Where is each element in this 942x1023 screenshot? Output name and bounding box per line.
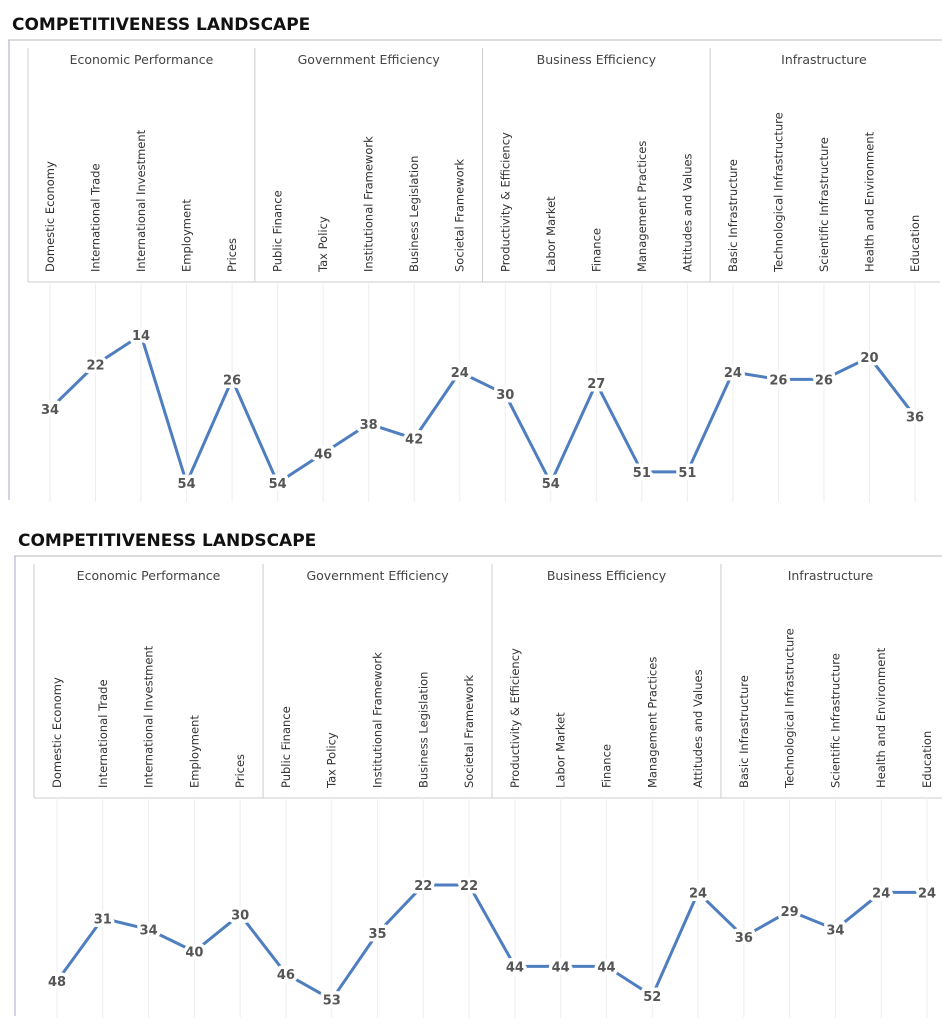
data-label: 30 — [496, 388, 514, 403]
category-label: Productivity & Efficiency — [508, 648, 522, 788]
data-label: 24 — [918, 886, 936, 901]
data-label: 30 — [231, 909, 249, 924]
category-label: Societal Framework — [453, 159, 467, 272]
data-label: 36 — [735, 931, 753, 946]
category-label: Tax Policy — [325, 732, 339, 789]
data-label: 24 — [689, 886, 707, 901]
category-label: Technological Infrastructure — [771, 112, 785, 273]
data-label: 51 — [678, 466, 696, 481]
group-label: Business Efficiency — [537, 52, 657, 67]
group-label: Business Efficiency — [547, 568, 667, 583]
group-label: Economic Performance — [77, 568, 221, 583]
data-label: 46 — [277, 968, 295, 983]
data-label: 26 — [223, 373, 241, 388]
category-label: Finance — [589, 228, 603, 272]
data-label: 38 — [360, 418, 378, 433]
category-label: International Investment — [142, 645, 156, 788]
category-label: Prices — [225, 238, 239, 272]
data-label: 22 — [414, 879, 432, 894]
category-label: Attitudes and Values — [691, 669, 705, 788]
category-label: Technological Infrastructure — [783, 628, 797, 789]
category-label: Business Legislation — [416, 672, 430, 788]
data-label: 44 — [552, 960, 570, 975]
category-label: Management Practices — [645, 657, 659, 788]
data-label: 22 — [86, 359, 104, 374]
data-label: 36 — [906, 410, 924, 425]
category-label: Employment — [180, 199, 194, 272]
series-line — [55, 883, 927, 1002]
category-label: Prices — [233, 754, 247, 788]
category-label: Business Legislation — [407, 156, 421, 272]
data-label: 54 — [542, 477, 560, 492]
data-label: 31 — [94, 912, 112, 927]
data-label: 52 — [643, 990, 661, 1005]
category-label: Basic Infrastructure — [737, 675, 751, 788]
data-label: 24 — [872, 886, 890, 901]
category-label: Productivity & Efficiency — [498, 132, 512, 272]
category-label: International Trade — [96, 679, 110, 788]
category-label: Public Finance — [271, 190, 285, 272]
data-label: 22 — [460, 879, 478, 894]
data-label: 42 — [405, 433, 423, 448]
data-label: 44 — [597, 960, 615, 975]
series-line — [48, 333, 917, 485]
data-label: 14 — [132, 329, 150, 344]
category-label: Employment — [187, 715, 201, 788]
category-label: Domestic Economy — [43, 161, 57, 272]
data-label: 40 — [185, 946, 203, 961]
category-label: Attitudes and Values — [680, 153, 694, 272]
data-label: 34 — [826, 923, 844, 938]
category-label: Societal Framework — [462, 675, 476, 788]
line-chart: COMPETITIVENESS LANDSCAPE Economic Perfor… — [14, 531, 942, 1018]
chart-title: COMPETITIVENESS LANDSCAPE — [18, 531, 316, 551]
data-label: 26 — [815, 373, 833, 388]
category-label: Health and Environment — [862, 131, 876, 272]
category-label: Labor Market — [544, 196, 558, 272]
data-label: 48 — [48, 975, 66, 990]
data-label: 44 — [506, 960, 524, 975]
group-label: Infrastructure — [788, 568, 874, 583]
category-label: Scientific Infrastructure — [828, 653, 842, 788]
data-label: 54 — [178, 477, 196, 492]
data-label: 54 — [269, 477, 287, 492]
category-label: Management Practices — [635, 141, 649, 272]
data-label: 35 — [368, 927, 386, 942]
category-label: Public Finance — [279, 706, 293, 788]
line-chart: COMPETITIVENESS LANDSCAPE Economic Perfor… — [8, 15, 942, 502]
data-label: 27 — [587, 377, 605, 392]
data-label: 34 — [140, 923, 158, 938]
category-label: Institutional Framework — [371, 652, 385, 788]
category-label: Finance — [599, 744, 613, 788]
category-label: International Investment — [134, 129, 148, 272]
group-label: Economic Performance — [70, 52, 214, 67]
data-label: 53 — [323, 994, 341, 1009]
group-label: Government Efficiency — [298, 52, 441, 67]
category-label: Labor Market — [554, 712, 568, 788]
data-label: 26 — [769, 373, 787, 388]
category-label: Scientific Infrastructure — [817, 137, 831, 272]
data-label: 20 — [860, 351, 878, 366]
data-label: 46 — [314, 447, 332, 462]
chart-title: COMPETITIVENESS LANDSCAPE — [12, 15, 310, 35]
category-label: International Trade — [89, 163, 103, 272]
data-label: 34 — [41, 403, 59, 418]
category-label: Tax Policy — [316, 216, 330, 273]
data-label: 24 — [724, 366, 742, 381]
category-label: Health and Environment — [874, 647, 888, 788]
group-label: Government Efficiency — [306, 568, 449, 583]
category-label: Domestic Economy — [50, 677, 64, 788]
data-label: 29 — [781, 905, 799, 920]
category-label: Institutional Framework — [362, 136, 376, 272]
data-label: 24 — [451, 366, 469, 381]
category-label: Education — [908, 215, 922, 272]
category-label: Education — [920, 731, 934, 788]
group-label: Infrastructure — [781, 52, 867, 67]
data-label: 51 — [633, 466, 651, 481]
category-label: Basic Infrastructure — [726, 159, 740, 272]
